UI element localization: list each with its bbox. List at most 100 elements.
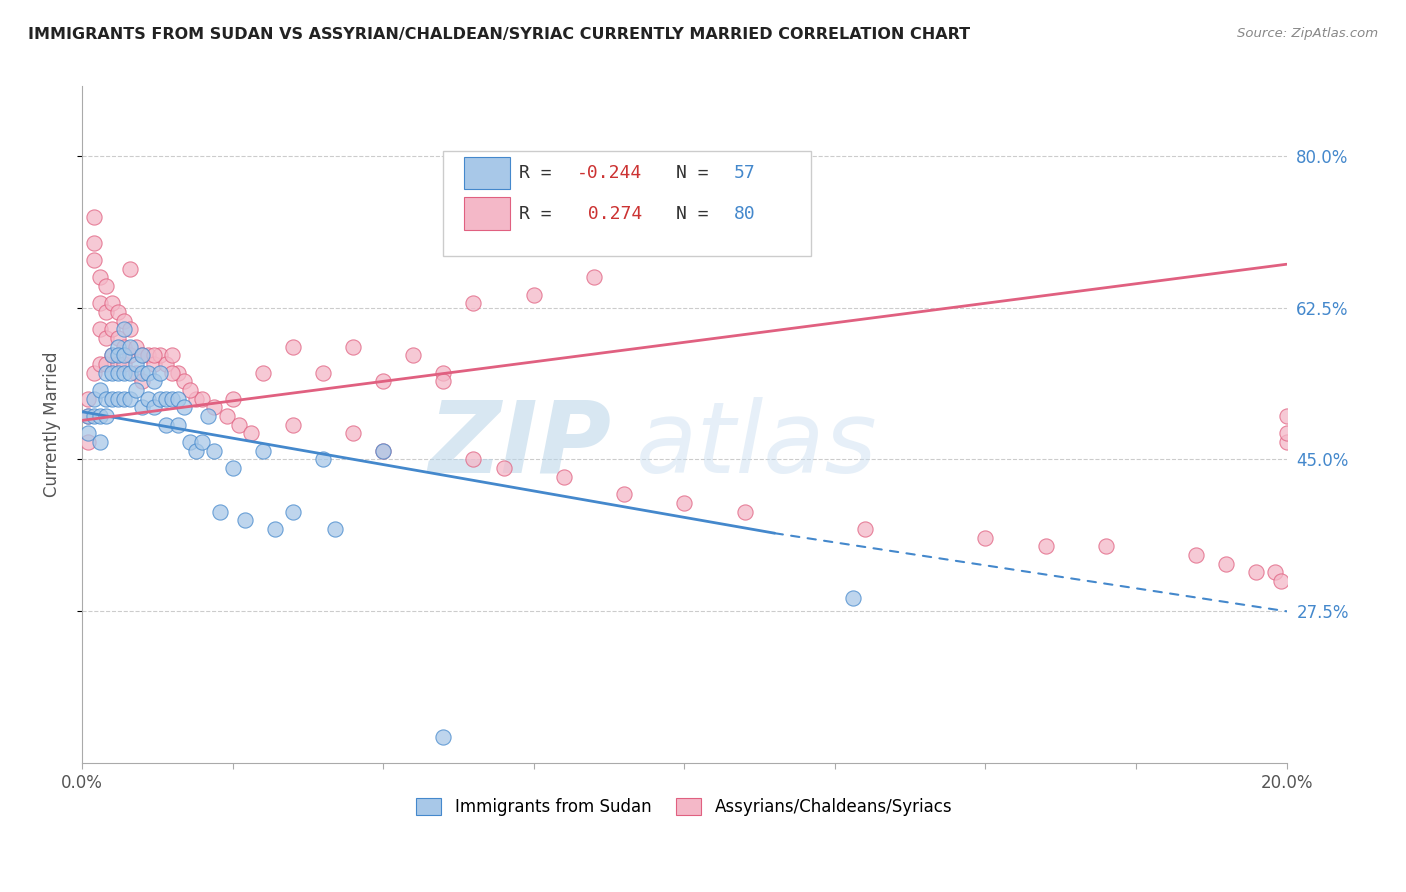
Point xyxy=(191,392,214,406)
Point xyxy=(89,383,111,397)
Point xyxy=(83,210,105,224)
Point xyxy=(94,357,117,371)
Point xyxy=(974,531,997,545)
Point xyxy=(197,409,219,423)
Point xyxy=(94,392,117,406)
Point xyxy=(136,392,159,406)
Text: N =: N = xyxy=(676,204,720,223)
Point xyxy=(131,375,153,389)
Text: R =: R = xyxy=(519,204,562,223)
Text: ZIP: ZIP xyxy=(429,397,612,493)
Point xyxy=(162,392,184,406)
Point xyxy=(89,409,111,423)
Point xyxy=(143,401,166,415)
Point xyxy=(77,409,100,423)
Point xyxy=(173,401,195,415)
Point xyxy=(252,366,274,380)
Point xyxy=(77,409,100,423)
Point xyxy=(107,340,129,354)
Text: Source: ZipAtlas.com: Source: ZipAtlas.com xyxy=(1237,27,1378,40)
Point xyxy=(107,357,129,371)
Point xyxy=(1095,539,1118,553)
Point xyxy=(239,426,262,441)
Point xyxy=(101,392,124,406)
Point xyxy=(179,435,201,450)
Point xyxy=(131,348,153,362)
Point xyxy=(120,261,142,276)
Point xyxy=(179,383,201,397)
Point xyxy=(112,392,135,406)
Point xyxy=(77,435,100,450)
Point xyxy=(89,270,111,285)
Point xyxy=(120,392,142,406)
Point xyxy=(94,331,117,345)
Point xyxy=(312,452,335,467)
Text: atlas: atlas xyxy=(636,397,877,493)
Point xyxy=(221,461,243,475)
Point xyxy=(155,392,177,406)
Point xyxy=(101,366,124,380)
Point xyxy=(136,348,159,362)
Point xyxy=(149,366,172,380)
Point xyxy=(131,401,153,415)
Point xyxy=(83,235,105,250)
Point xyxy=(125,357,148,371)
Point xyxy=(101,296,124,310)
Point xyxy=(120,322,142,336)
Point xyxy=(112,348,135,362)
Point xyxy=(107,305,129,319)
Point xyxy=(125,340,148,354)
Point xyxy=(613,487,636,501)
Point xyxy=(107,331,129,345)
Text: -0.244: -0.244 xyxy=(576,164,643,182)
Point xyxy=(107,392,129,406)
Legend: Immigrants from Sudan, Assyrians/Chaldeans/Syriacs: Immigrants from Sudan, Assyrians/Chaldea… xyxy=(409,791,959,822)
Point xyxy=(204,401,226,415)
Point xyxy=(162,366,184,380)
Point xyxy=(1035,539,1057,553)
Point xyxy=(94,409,117,423)
Point xyxy=(120,340,142,354)
Point xyxy=(1275,426,1298,441)
Point xyxy=(853,522,876,536)
Point xyxy=(143,375,166,389)
Point xyxy=(173,375,195,389)
Point xyxy=(101,348,124,362)
Point xyxy=(432,375,454,389)
Text: 57: 57 xyxy=(734,164,755,182)
Point xyxy=(167,417,190,432)
Point xyxy=(228,417,250,432)
Point xyxy=(582,270,605,285)
Point xyxy=(252,443,274,458)
Point xyxy=(1270,574,1292,588)
Point xyxy=(842,591,865,606)
Point xyxy=(155,417,177,432)
Point xyxy=(463,452,485,467)
Point xyxy=(281,417,304,432)
Text: N =: N = xyxy=(676,164,720,182)
Text: 80: 80 xyxy=(734,204,755,223)
Point xyxy=(221,392,243,406)
Point xyxy=(112,357,135,371)
Point xyxy=(112,340,135,354)
Point xyxy=(167,366,190,380)
Text: 0.274: 0.274 xyxy=(576,204,643,223)
Point xyxy=(125,366,148,380)
Point xyxy=(553,470,575,484)
Point xyxy=(89,357,111,371)
Y-axis label: Currently Married: Currently Married xyxy=(44,352,60,498)
Point xyxy=(191,435,214,450)
Point xyxy=(125,383,148,397)
Point xyxy=(1215,557,1237,571)
Point xyxy=(734,504,756,518)
Point xyxy=(83,252,105,267)
Point xyxy=(432,366,454,380)
Bar xyxy=(464,157,509,189)
Point xyxy=(492,461,515,475)
Point xyxy=(131,366,153,380)
Point xyxy=(162,348,184,362)
Point xyxy=(186,392,208,406)
Point xyxy=(155,357,177,371)
Point xyxy=(77,426,100,441)
Point xyxy=(83,392,105,406)
